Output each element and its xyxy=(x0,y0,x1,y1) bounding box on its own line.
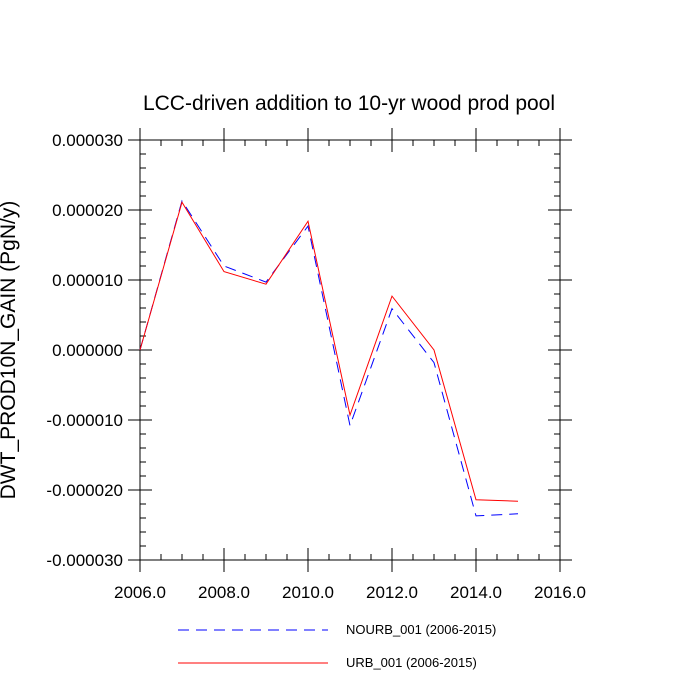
x-tick-label: 2014.0 xyxy=(450,583,502,602)
y-tick-label: -0.000020 xyxy=(46,481,123,500)
y-tick-label: -0.000030 xyxy=(46,551,123,570)
y-tick-label: 0.000010 xyxy=(52,271,123,290)
series-line-1 xyxy=(139,199,519,517)
x-tick-label: 2006.0 xyxy=(114,583,166,602)
y-tick-label: -0.000010 xyxy=(46,411,123,430)
legend: NOURB_001 (2006-2015) URB_001 (2006-2015) xyxy=(178,622,496,670)
y-tick-label: 0.000030 xyxy=(52,131,123,150)
x-tick-label: 2012.0 xyxy=(366,583,418,602)
y-tick-label: 0.000000 xyxy=(52,341,123,360)
x-tick-label: 2010.0 xyxy=(282,583,334,602)
y-tick-label: 0.000020 xyxy=(52,201,123,220)
x-tick-label: 2008.0 xyxy=(198,583,250,602)
series-line-2 xyxy=(139,201,519,502)
y-axis-label: DWT_PROD10N_GAIN (PgN/y) xyxy=(0,201,20,500)
chart-title: LCC-driven addition to 10-yr wood prod p… xyxy=(143,92,555,115)
x-tick-label: 2016.0 xyxy=(534,583,586,602)
legend-label-1: NOURB_001 (2006-2015) xyxy=(346,622,496,637)
plot-area: 2006.0 2008.0 2010.0 2012.0 2014.0 2016.0 0.00… xyxy=(46,128,586,602)
legend-label-2: URB_001 (2006-2015) xyxy=(346,655,477,670)
plot-frame xyxy=(139,139,561,561)
